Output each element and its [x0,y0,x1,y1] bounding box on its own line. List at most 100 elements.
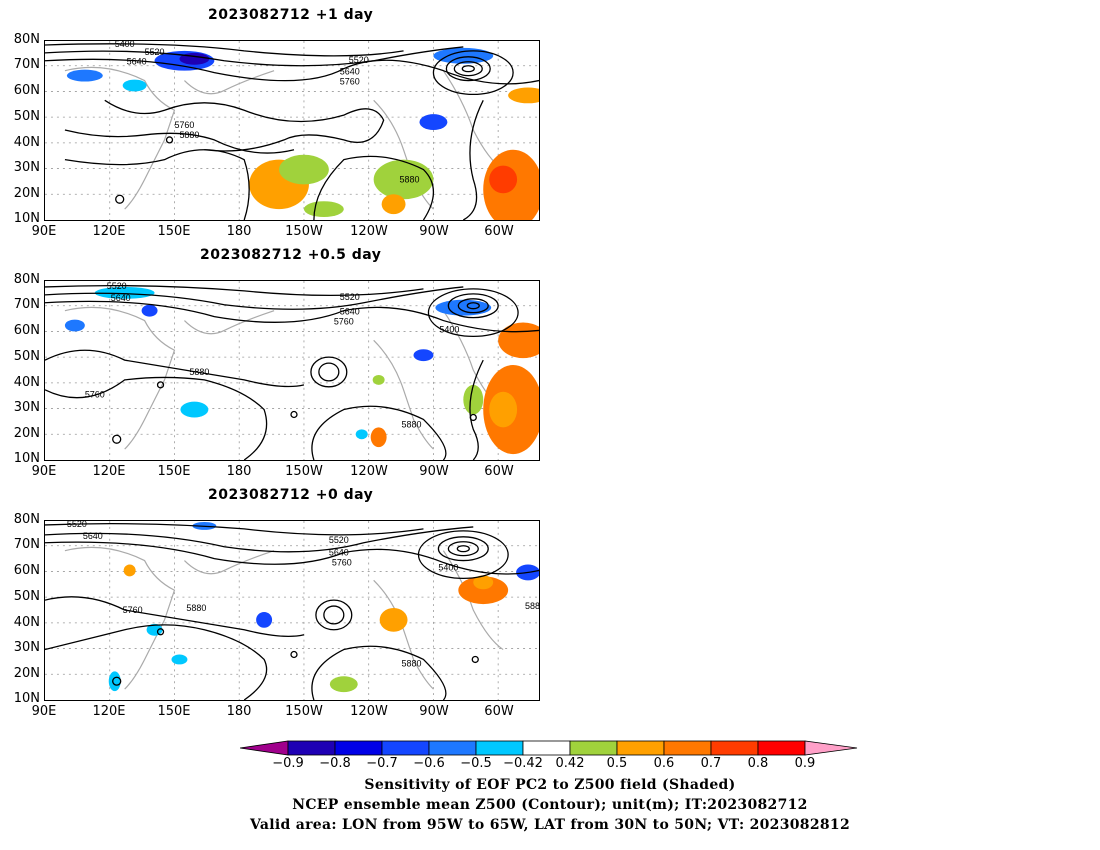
colorbar [240,740,858,756]
shading [66,47,539,220]
svg-text:5520: 5520 [340,292,360,302]
lat-label: 80N [13,32,40,47]
colorbar-box [334,740,383,756]
lat-label: 30N [13,160,40,175]
lat-label: 60N [13,563,40,578]
svg-text:5640: 5640 [111,293,131,303]
colorbar-label: 0.6 [653,756,675,771]
svg-text:5520: 5520 [107,281,127,291]
coastlines [64,306,504,450]
lat-label: 50N [13,589,40,604]
lon-label: 120W [350,464,388,479]
lat-label: 40N [13,135,40,150]
svg-text:5760: 5760 [174,120,194,130]
svg-text:5520: 5520 [67,521,87,529]
lon-label: 150W [285,704,323,719]
contour-labels: 5520 5640 5520 5640 5760 5400 5760 5880 … [67,521,539,668]
svg-text:5880: 5880 [189,367,209,377]
colorbar-label: 0.8 [747,756,769,771]
colorbar-box [616,740,665,756]
colorbar-box [663,740,712,756]
svg-text:5520: 5520 [145,47,165,57]
svg-text:5640: 5640 [329,548,349,558]
colorbar-label: −0.42 [503,756,543,771]
coastlines [64,546,504,690]
lon-label: 150E [157,224,191,239]
shading [108,521,539,693]
colorbar-label: 0.7 [700,756,722,771]
lon-label: 90E [31,224,57,239]
colorbar-label: −0.7 [366,756,398,771]
z500-contours [45,522,539,700]
lon-label: 120W [350,704,388,719]
grid-lines [45,521,539,700]
lat-label: 70N [13,537,40,552]
lon-label: 150W [285,224,323,239]
colorbar-box [475,740,524,756]
svg-text:5880: 5880 [402,419,422,429]
colorbar-high-arrow [804,740,858,756]
lon-label: 120E [92,224,126,239]
colorbar-label: −0.8 [319,756,351,771]
lon-label: 60W [484,464,514,479]
panel-2-map: 5520 5640 5520 5640 5760 5400 5880 5760 … [44,280,540,461]
lat-label: 10N [13,691,40,706]
colorbar-box [710,740,759,756]
lon-label: 90E [31,704,57,719]
lat-label: 60N [13,323,40,338]
svg-text:5640: 5640 [340,307,360,317]
svg-text:5400: 5400 [115,41,135,49]
lat-label: 40N [13,375,40,390]
panel-3-map: 5520 5640 5520 5640 5760 5400 5760 5880 … [44,520,540,701]
lon-label: 90E [31,464,57,479]
lat-label: 70N [13,57,40,72]
svg-text:5400: 5400 [439,324,459,334]
colorbar-label: 0.5 [606,756,628,771]
colorbar-box [522,740,571,756]
z500-contours [45,284,539,460]
svg-text:5640: 5640 [83,531,103,541]
svg-text:5880: 5880 [400,174,420,184]
lat-label: 80N [13,272,40,287]
panel-3-title: 2023082712 +0 day [208,487,374,503]
lon-label: 180 [226,704,252,719]
colorbar-label: 0.42 [555,756,585,771]
grid-lines [45,281,539,460]
colorbar-low-arrow [240,740,289,756]
lat-label: 40N [13,615,40,630]
colorbar-label: −0.6 [413,756,445,771]
svg-text:5760: 5760 [332,558,352,568]
colorbar-box [569,740,618,756]
lat-label: 70N [13,297,40,312]
panel-1-map: 5400 5520 5640 5520 5640 5760 5760 5880 … [44,40,540,221]
panel-2-title: 2023082712 +0.5 day [200,247,382,263]
lon-label: 60W [484,224,514,239]
colorbar-label: −0.9 [272,756,304,771]
lon-label: 180 [226,464,252,479]
svg-text:5880: 5880 [186,603,206,613]
panel-1-title: 2023082712 +1 day [208,7,374,23]
lat-label: 10N [13,451,40,466]
svg-text:5760: 5760 [123,605,143,615]
z500-contours [45,43,539,220]
colorbar-label: −0.5 [460,756,492,771]
svg-text:5640: 5640 [127,57,147,67]
lat-label: 30N [13,400,40,415]
svg-text:5520: 5520 [329,535,349,545]
lat-label: 50N [13,349,40,364]
svg-text:5640: 5640 [340,67,360,77]
caption-line-2: NCEP ensemble mean Z500 (Contour); unit(… [292,797,808,813]
lon-label: 150W [285,464,323,479]
colorbar-box [287,740,336,756]
lat-label: 10N [13,211,40,226]
lon-label: 120E [92,464,126,479]
svg-text:5760: 5760 [334,317,354,327]
lat-label: 20N [13,426,40,441]
caption-line-3: Valid area: LON from 95W to 65W, LAT fro… [249,817,851,833]
lat-label: 20N [13,186,40,201]
svg-text:5880: 5880 [402,658,422,668]
lat-label: 20N [13,666,40,681]
svg-text:5520: 5520 [349,55,369,65]
lon-label: 90W [419,224,449,239]
contour-labels: 5400 5520 5640 5520 5640 5760 5760 5880 … [115,41,420,184]
